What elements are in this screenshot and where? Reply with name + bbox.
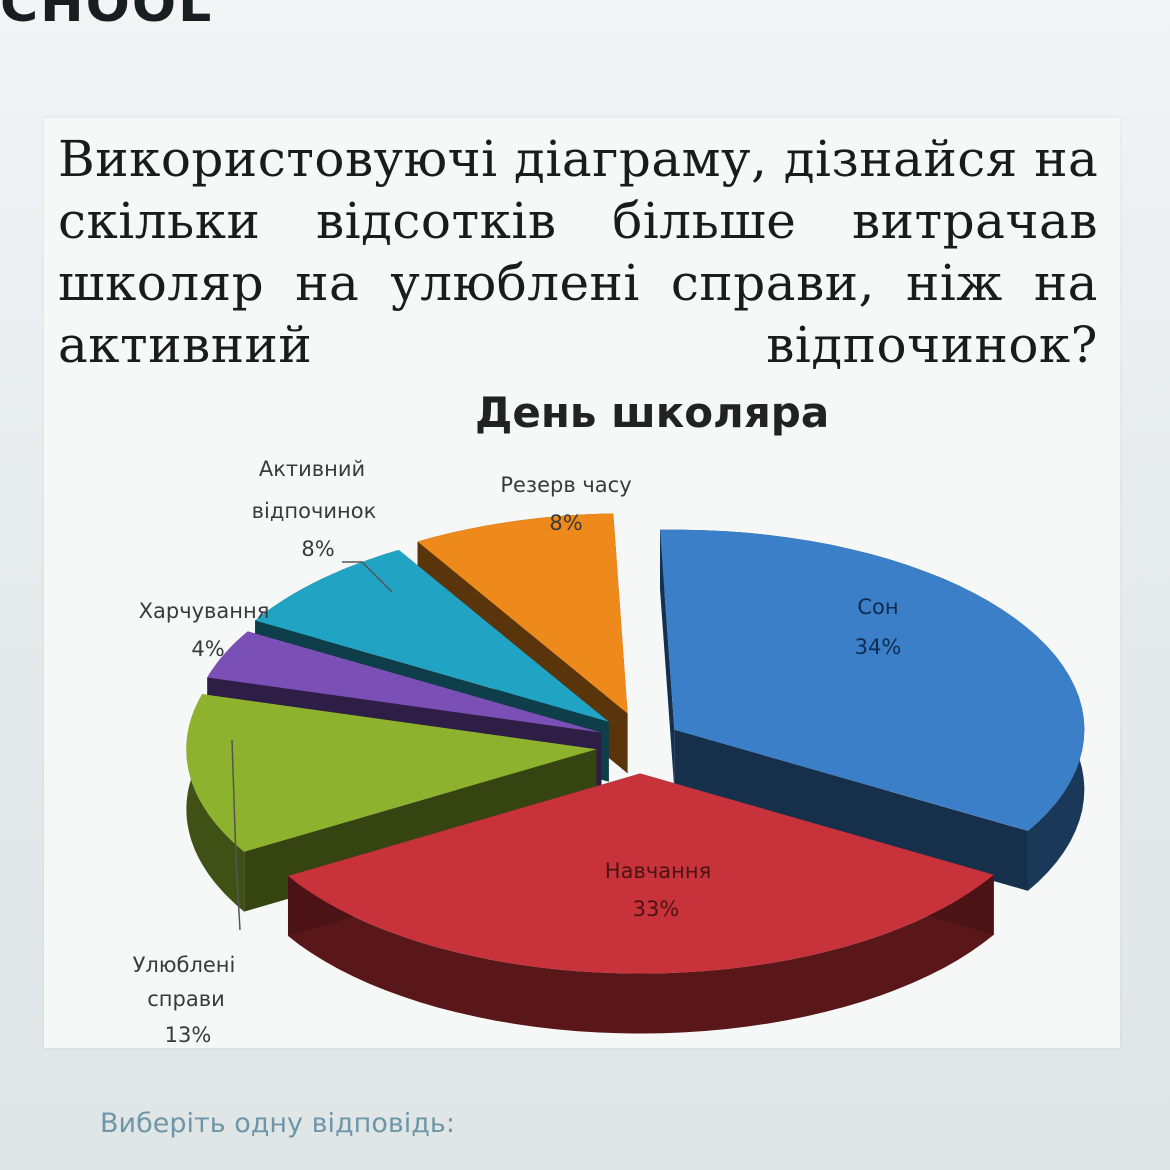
label-son-line1: Сон	[857, 595, 898, 619]
pie-slice-2	[186, 694, 597, 912]
label-navchannia-line1: Навчання	[605, 859, 711, 883]
label-kharchuvannia-line2: 4%	[191, 637, 224, 661]
label-aktyvnyi-line3: 8%	[301, 537, 334, 561]
question-text: Використовуючі діаграму, дізнайся на скі…	[58, 128, 1098, 376]
pie-slice-top-4	[255, 550, 609, 722]
pie-slice-top-0	[660, 529, 1085, 831]
label-navchannia-line2: 33%	[633, 897, 680, 921]
label-rezerv-line2: 8%	[549, 511, 582, 535]
pie-slice-top-3	[207, 631, 602, 733]
label-ulubleni-line2: справи	[147, 987, 225, 1011]
question-line-1: Використовуючі діаграму, дізнайся на	[58, 130, 1099, 188]
pie-slice-top-1	[288, 773, 994, 974]
pie-slice-wall-0-1	[674, 729, 1028, 891]
leader-line-aktyvnyi	[342, 561, 393, 593]
leader-line-ulubleni	[231, 739, 241, 931]
label-rezerv-line1: Резерв часу	[500, 473, 631, 497]
label-aktyvnyi-line2: відпочинок	[252, 499, 377, 523]
question-line-2: скільки відсотків більше витрачав	[58, 192, 1098, 250]
label-ulubleni-line1: Улюблені	[133, 953, 236, 977]
question-line-4-left: активний	[58, 316, 313, 374]
pie-slice-1	[287, 773, 994, 1034]
chart-title: День школяра	[475, 388, 830, 437]
site-brand-logo: CHOOL	[0, 0, 214, 34]
label-ulubleni-line3: 13%	[165, 1023, 212, 1047]
label-kharchuvannia-line1: Харчування	[139, 599, 270, 623]
question-line-4: активний відпочинок?	[58, 314, 1098, 376]
question-line-3: школяр на улюблені справи, ніж на	[58, 254, 1098, 312]
pie-slice-wall-0-0	[660, 529, 675, 790]
pie-slice-top-5	[417, 513, 628, 714]
pie-slice-0	[660, 529, 1085, 891]
answer-prompt: Виберіть одну відповідь:	[100, 1108, 455, 1139]
pie-slice-side-1	[288, 874, 994, 1034]
label-aktyvnyi-line1: Активний	[259, 457, 365, 481]
label-son-line2: 34%	[855, 635, 902, 659]
question-line-4-right: відпочинок?	[766, 316, 1098, 374]
pie-slice-top-2	[186, 694, 597, 852]
